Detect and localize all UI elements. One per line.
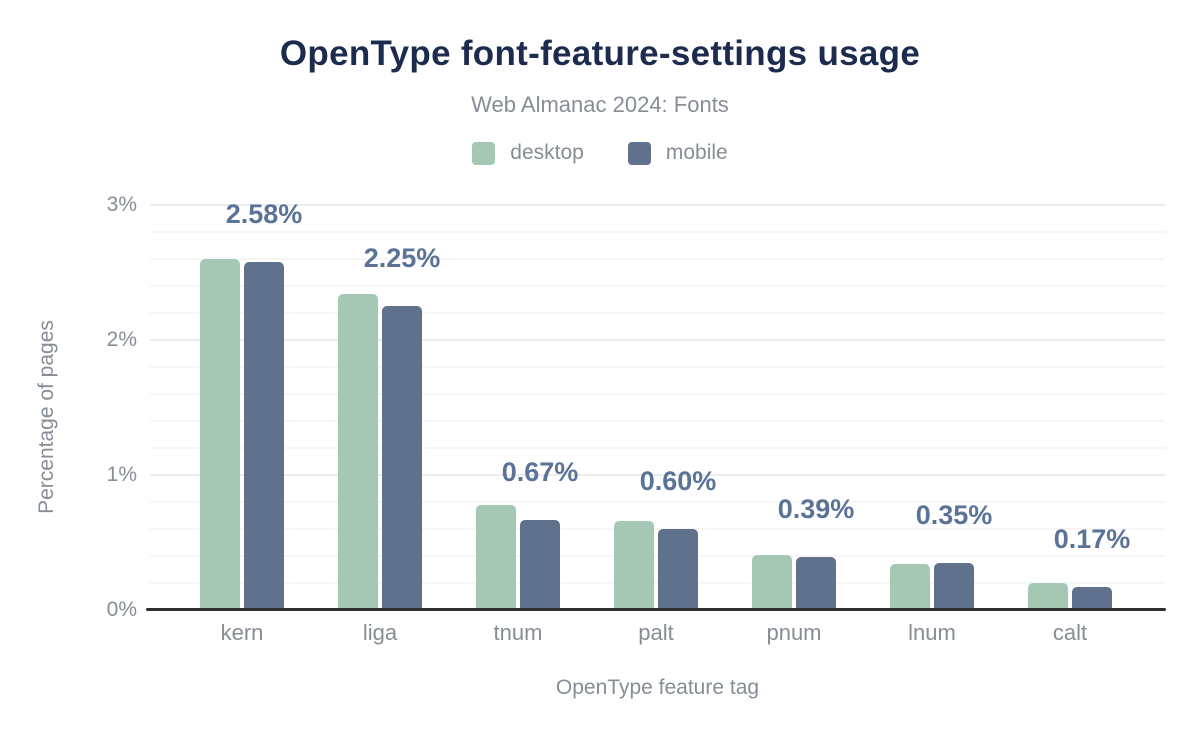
- bar-desktop-tnum: [476, 504, 516, 610]
- gridline-minor: [150, 528, 1165, 530]
- y-tick-label: 3%: [106, 193, 137, 216]
- legend-label-desktop: desktop: [510, 141, 584, 164]
- x-tick-label-calt: calt: [1052, 620, 1088, 645]
- bar-desktop-kern: [200, 259, 240, 610]
- gridline-major: [150, 339, 1165, 341]
- legend: desktop mobile: [0, 141, 1200, 165]
- gridline-minor: [150, 447, 1165, 449]
- x-tick-label-palt: palt: [638, 620, 674, 645]
- legend-item-mobile: mobile: [627, 141, 728, 165]
- bar-desktop-lnum: [890, 564, 930, 610]
- x-tick-label-kern: kern: [220, 620, 264, 645]
- gridline-major: [150, 474, 1165, 476]
- x-tick-label-tnum: tnum: [493, 620, 543, 645]
- gridline-minor: [150, 582, 1165, 584]
- bar-value-label: 0.17%: [1053, 524, 1131, 555]
- x-tick-label-lnum: lnum: [908, 620, 956, 645]
- bar-desktop-palt: [614, 520, 654, 610]
- gridline-minor: [150, 420, 1165, 422]
- gridline-minor: [150, 393, 1165, 395]
- bar-desktop-liga: [338, 294, 378, 610]
- bar-mobile-liga: [382, 306, 422, 610]
- x-axis-line: [146, 608, 1166, 611]
- bar-desktop-pnum: [752, 554, 792, 610]
- plot-area: 2.58% 2.25% 0.67% 0.60% 0.39% 0.35% 0.17%: [150, 195, 1165, 610]
- y-axis-title: Percentage of pages: [35, 320, 58, 514]
- bar-mobile-kern: [244, 261, 284, 610]
- bar-value-label: 0.60%: [639, 466, 717, 496]
- gridline-minor: [150, 366, 1165, 368]
- legend-item-desktop: desktop: [472, 141, 584, 165]
- gridline-minor: [150, 258, 1165, 260]
- gridline-minor: [150, 285, 1165, 287]
- gridline-minor: [150, 231, 1165, 233]
- x-tick-label-pnum: pnum: [766, 620, 822, 645]
- gridline-major: [150, 204, 1165, 206]
- y-tick-label: 1%: [106, 463, 137, 486]
- bar-value-label: 2.25%: [363, 243, 441, 274]
- bar-value-label: 2.58%: [225, 198, 303, 229]
- legend-swatch-desktop: [472, 141, 496, 165]
- bar-desktop-calt: [1028, 583, 1068, 610]
- bar-mobile-lnum: [934, 562, 974, 610]
- x-axis-title: OpenType feature tag: [555, 676, 760, 699]
- y-tick-label: 0%: [106, 598, 137, 621]
- gridline-minor: [150, 312, 1165, 314]
- legend-label-mobile: mobile: [665, 141, 728, 164]
- bar-value-label: 0.35%: [915, 499, 993, 530]
- bar-value-label: 0.39%: [777, 494, 855, 525]
- bar-mobile-calt: [1072, 587, 1112, 610]
- legend-swatch-mobile: [627, 141, 651, 165]
- bar-mobile-tnum: [520, 519, 560, 610]
- x-tick-label-liga: liga: [362, 620, 398, 645]
- bar-mobile-pnum: [796, 557, 836, 610]
- chart-subtitle: Web Almanac 2024: Fonts: [471, 92, 729, 117]
- gridline-minor: [150, 501, 1165, 503]
- bar-value-label: 0.67%: [501, 456, 579, 487]
- chart-title: OpenType font-feature-settings usage: [279, 34, 921, 73]
- gridline-minor: [150, 555, 1165, 557]
- y-tick-label: 2%: [106, 328, 137, 351]
- bar-mobile-palt: [658, 529, 698, 610]
